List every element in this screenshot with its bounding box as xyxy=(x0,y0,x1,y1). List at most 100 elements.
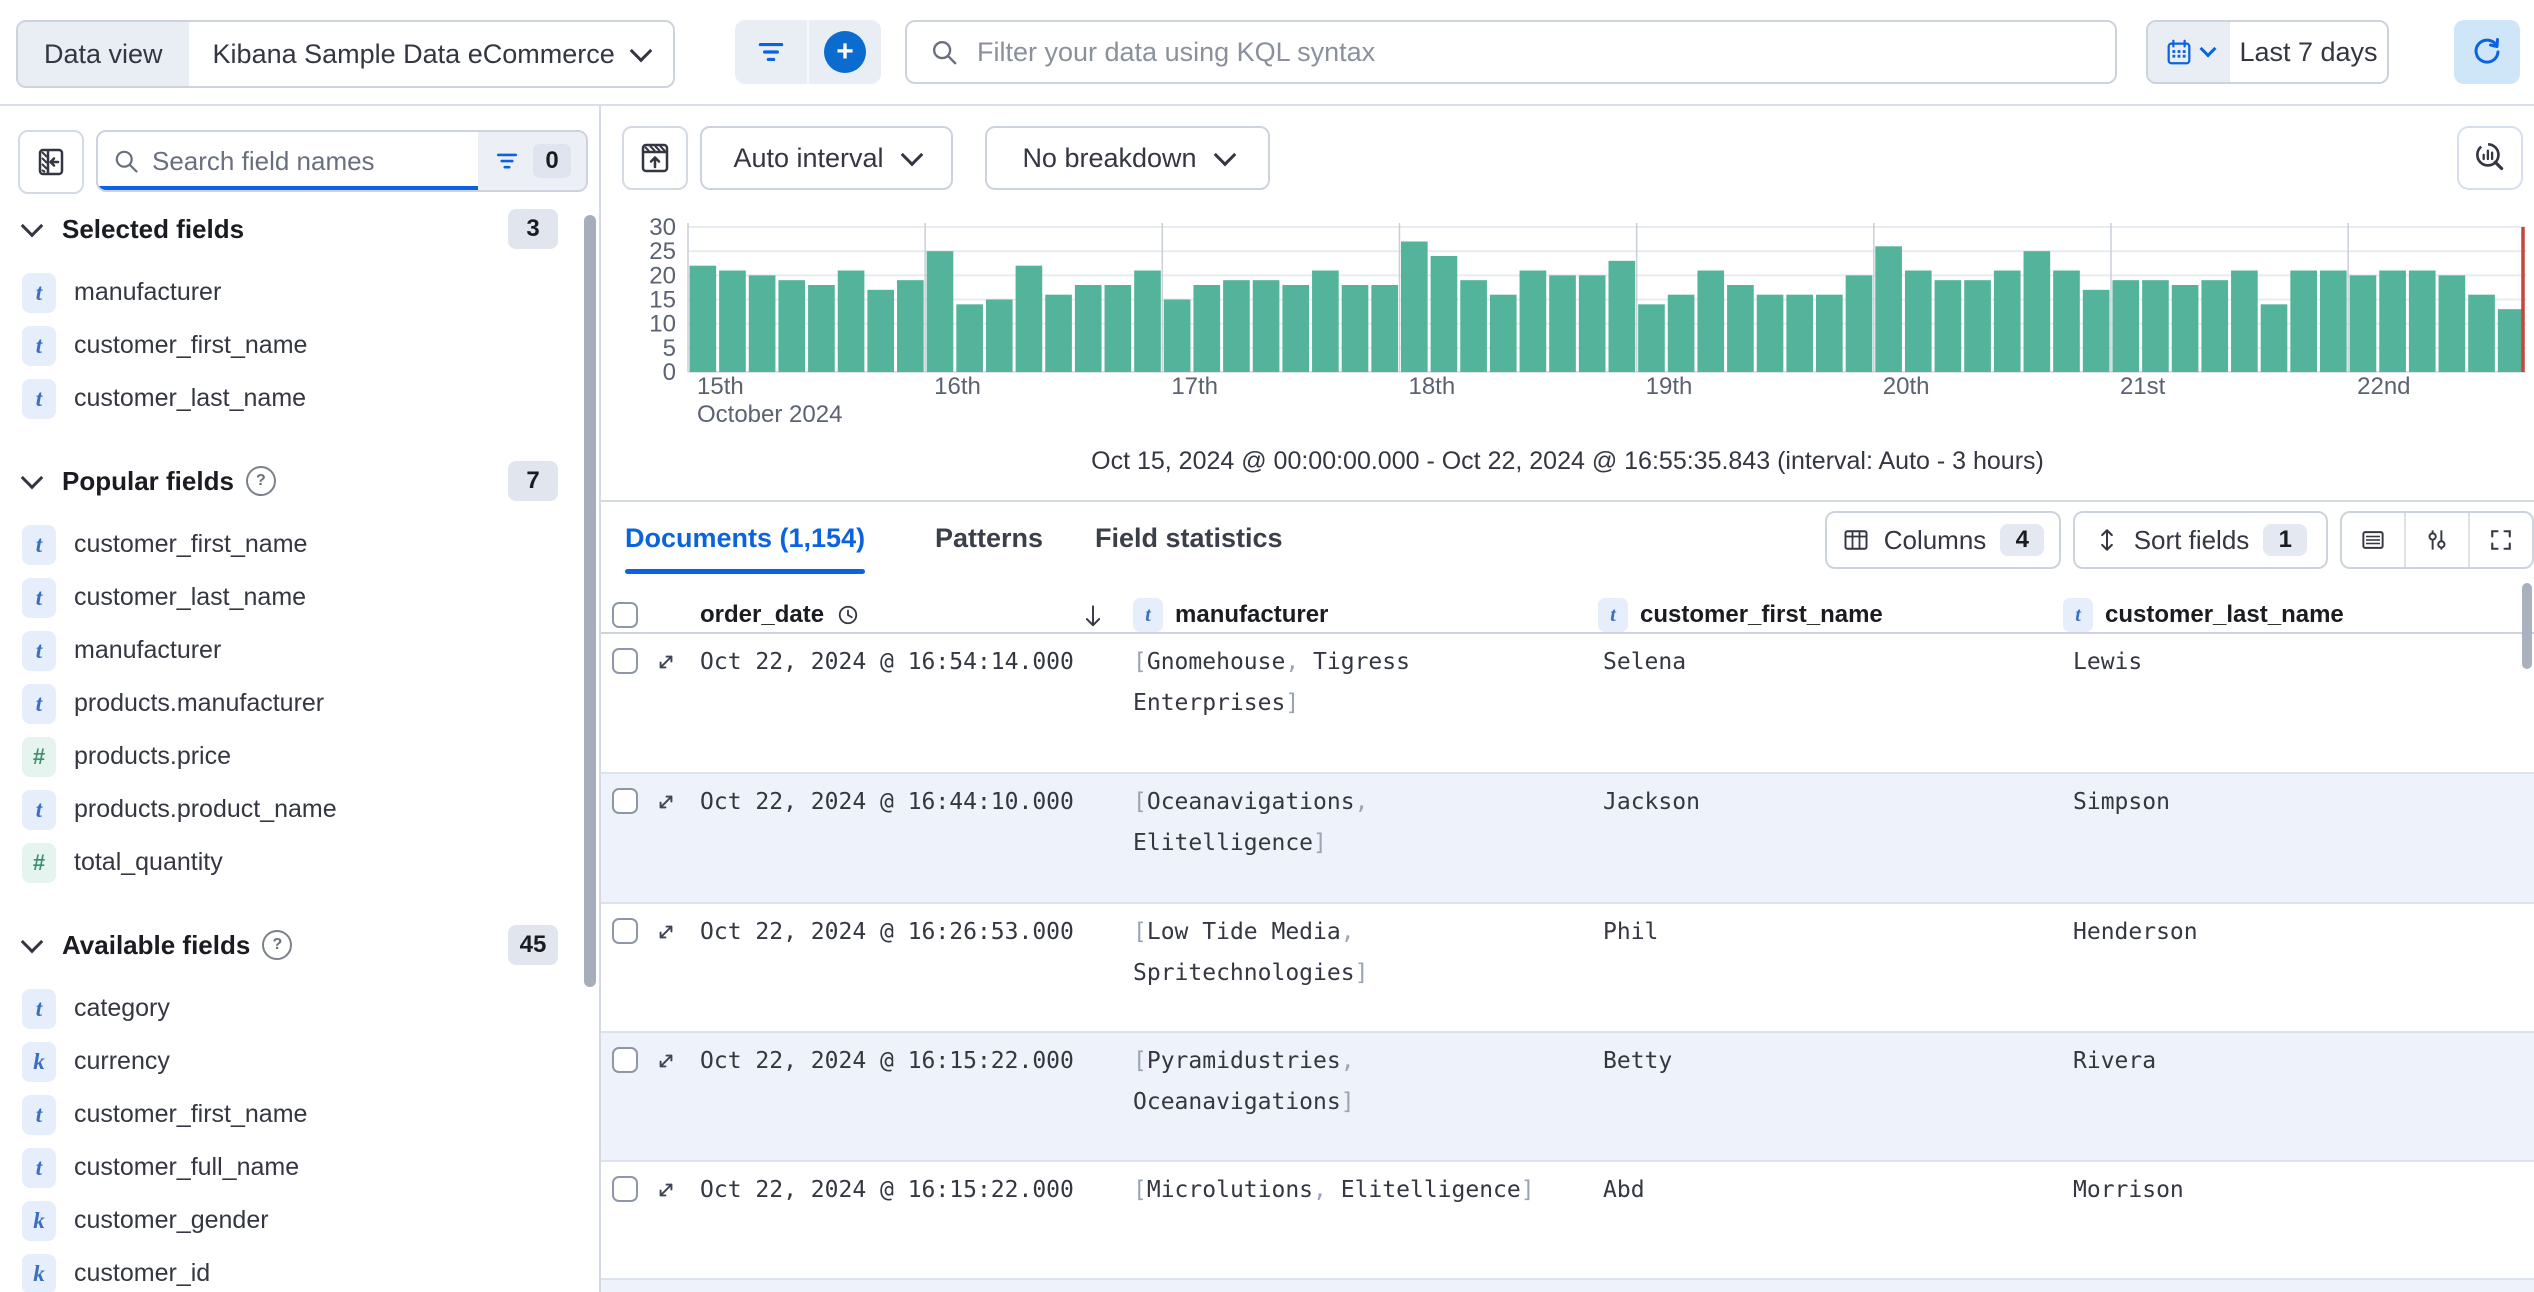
field-item-manufacturer[interactable]: t manufacturer xyxy=(0,266,580,319)
svg-text:October 2024: October 2024 xyxy=(697,401,842,428)
columns-count-badge: 4 xyxy=(2000,524,2045,556)
row-checkbox[interactable] xyxy=(612,648,638,674)
section-header-available[interactable]: Available fields? 45 xyxy=(0,922,580,968)
display-settings-button[interactable] xyxy=(2404,513,2468,567)
row-checkbox[interactable] xyxy=(612,918,638,944)
table-row[interactable]: Oct 22, 2024 @ 16:15:22.000 [Pyramidustri… xyxy=(601,1033,2534,1162)
sidebar-scrollbar[interactable] xyxy=(584,215,596,987)
field-item-customer_first_name[interactable]: t customer_first_name xyxy=(0,1088,580,1141)
divider xyxy=(601,500,2534,502)
time-range-value[interactable]: Last 7 days xyxy=(2239,36,2378,67)
field-search-input[interactable] xyxy=(150,144,424,178)
filter-funnel-icon xyxy=(758,42,784,62)
kql-search-bar[interactable] xyxy=(905,20,2117,84)
table-row[interactable]: Oct 22, 2024 @ 16:15:22.000 [Microlutions… xyxy=(601,1162,2534,1280)
time-range-picker: Last 7 days xyxy=(2146,20,2389,84)
field-type-icon: # xyxy=(22,842,56,883)
section-header-selected[interactable]: Selected fields 3 xyxy=(0,206,580,252)
row-checkbox[interactable] xyxy=(612,788,638,814)
data-view-picker[interactable]: Data view Kibana Sample Data eCommerce xyxy=(16,20,675,88)
filter-funnel-icon xyxy=(496,153,518,169)
svg-text:19th: 19th xyxy=(1646,373,1693,400)
sort-fields-button[interactable]: Sort fields 1 xyxy=(2073,511,2328,569)
field-item-products.manufacturer[interactable]: t products.manufacturer xyxy=(0,677,580,730)
sort-fields-count-badge: 1 xyxy=(2263,524,2308,556)
cell-customer-first-name: Betty xyxy=(1603,1048,1673,1074)
row-density-icon xyxy=(2362,531,2384,549)
collapse-sidebar-button[interactable] xyxy=(18,130,84,194)
field-item-products.product_name[interactable]: t products.product_name xyxy=(0,783,580,836)
field-item-customer_id[interactable]: k customer_id xyxy=(0,1247,580,1292)
column-header-customer-first-name[interactable]: customer_first_name xyxy=(1640,601,1883,628)
field-type-icon: t xyxy=(1598,598,1628,632)
svg-text:15th: 15th xyxy=(697,373,744,400)
table-row[interactable]: Oct 22, 2024 @ 16:44:10.000 [Oceanavigati… xyxy=(601,774,2534,904)
cell-customer-first-name: Phil xyxy=(1603,919,1659,945)
data-view-value: Kibana Sample Data eCommerce xyxy=(212,38,615,69)
quick-select-button[interactable] xyxy=(2148,22,2230,82)
field-item-customer_first_name[interactable]: t customer_first_name xyxy=(0,319,580,372)
field-item-products.price[interactable]: # products.price xyxy=(0,730,580,783)
table-scrollbar[interactable] xyxy=(2522,583,2532,669)
cell-customer-last-name: Simpson xyxy=(2073,789,2170,815)
interval-dropdown[interactable]: Auto interval xyxy=(700,126,953,190)
row-checkbox[interactable] xyxy=(612,1176,638,1202)
breakdown-dropdown[interactable]: No breakdown xyxy=(985,126,1270,190)
field-item-customer_last_name[interactable]: t customer_last_name xyxy=(0,571,580,624)
field-filter-button[interactable]: 0 xyxy=(478,132,586,190)
edit-visualization-icon xyxy=(2476,142,2504,171)
table-row[interactable]: Oct 22, 2024 @ 16:54:14.000 [Gnomehouse, … xyxy=(601,634,2534,774)
row-checkbox[interactable] xyxy=(612,1047,638,1073)
columns-button-label: Columns xyxy=(1883,524,1987,555)
refresh-button[interactable] xyxy=(2454,20,2520,84)
field-item-total_quantity[interactable]: # total_quantity xyxy=(0,836,580,889)
field-item-customer_last_name[interactable]: t customer_last_name xyxy=(0,372,580,425)
field-item-manufacturer[interactable]: t manufacturer xyxy=(0,624,580,677)
field-count-badge: 45 xyxy=(508,925,558,965)
column-header-customer-last-name[interactable]: customer_last_name xyxy=(2105,601,2344,628)
field-item-customer_full_name[interactable]: t customer_full_name xyxy=(0,1141,580,1194)
collapse-sidebar-icon xyxy=(38,148,64,176)
cell-customer-last-name: Lewis xyxy=(2073,649,2143,675)
tab-field-statistics[interactable]: Field statistics xyxy=(1095,522,1283,553)
expand-row-icon[interactable] xyxy=(653,919,679,945)
sort-descending-icon[interactable] xyxy=(1079,602,1107,630)
add-filter-button[interactable]: + xyxy=(809,20,881,84)
help-icon: ? xyxy=(262,930,293,960)
field-item-customer_gender[interactable]: k customer_gender xyxy=(0,1194,580,1247)
field-type-icon: t xyxy=(2063,598,2093,632)
select-all-checkbox[interactable] xyxy=(612,602,638,628)
field-item-category[interactable]: t category xyxy=(0,982,580,1035)
field-item-currency[interactable]: k currency xyxy=(0,1035,580,1088)
filter-menu-button[interactable] xyxy=(735,20,807,84)
search-icon xyxy=(115,150,138,173)
histogram-chart[interactable]: 15th 16th 17th 18th 19th 20th 21st 22nd October … xyxy=(601,206,2534,436)
tab-documents[interactable]: Documents (1,154) xyxy=(625,502,866,574)
fullscreen-button[interactable] xyxy=(2468,513,2532,567)
column-header-manufacturer[interactable]: manufacturer xyxy=(1175,601,1329,628)
field-count-badge: 7 xyxy=(508,461,558,501)
expand-row-icon[interactable] xyxy=(653,789,679,815)
columns-grid-icon xyxy=(1844,530,1868,550)
expand-row-icon[interactable] xyxy=(653,1177,679,1203)
field-item-customer_first_name[interactable]: t customer_first_name xyxy=(0,518,580,571)
field-type-icon: t xyxy=(22,683,56,724)
sidebar-section-available: Available fields? 45 t category k currency t cu… xyxy=(0,922,580,1292)
expand-row-icon[interactable] xyxy=(653,1048,679,1074)
chevron-down-icon xyxy=(900,143,923,167)
svg-text:16th: 16th xyxy=(934,373,981,400)
columns-button[interactable]: Columns 4 xyxy=(1825,511,2061,569)
table-row[interactable]: Oct 22, 2024 @ 16:26:53.000 [Low Tide Med… xyxy=(601,904,2534,1033)
tab-patterns[interactable]: Patterns xyxy=(935,522,1044,553)
column-header-order-date[interactable]: order_date xyxy=(700,601,825,628)
edit-visualization-button[interactable] xyxy=(2457,126,2523,190)
row-density-button[interactable] xyxy=(2342,513,2404,567)
interval-dropdown-label: Auto interval xyxy=(733,142,884,173)
cell-order-date: Oct 22, 2024 @ 16:54:14.000 xyxy=(700,649,1074,675)
hide-chart-button[interactable] xyxy=(622,126,688,190)
field-search: 0 xyxy=(96,130,588,192)
expand-row-icon[interactable] xyxy=(653,649,679,675)
kql-query-input[interactable] xyxy=(975,35,2115,69)
section-header-popular[interactable]: Popular fields? 7 xyxy=(0,458,580,504)
field-type-icon: t xyxy=(22,325,56,366)
